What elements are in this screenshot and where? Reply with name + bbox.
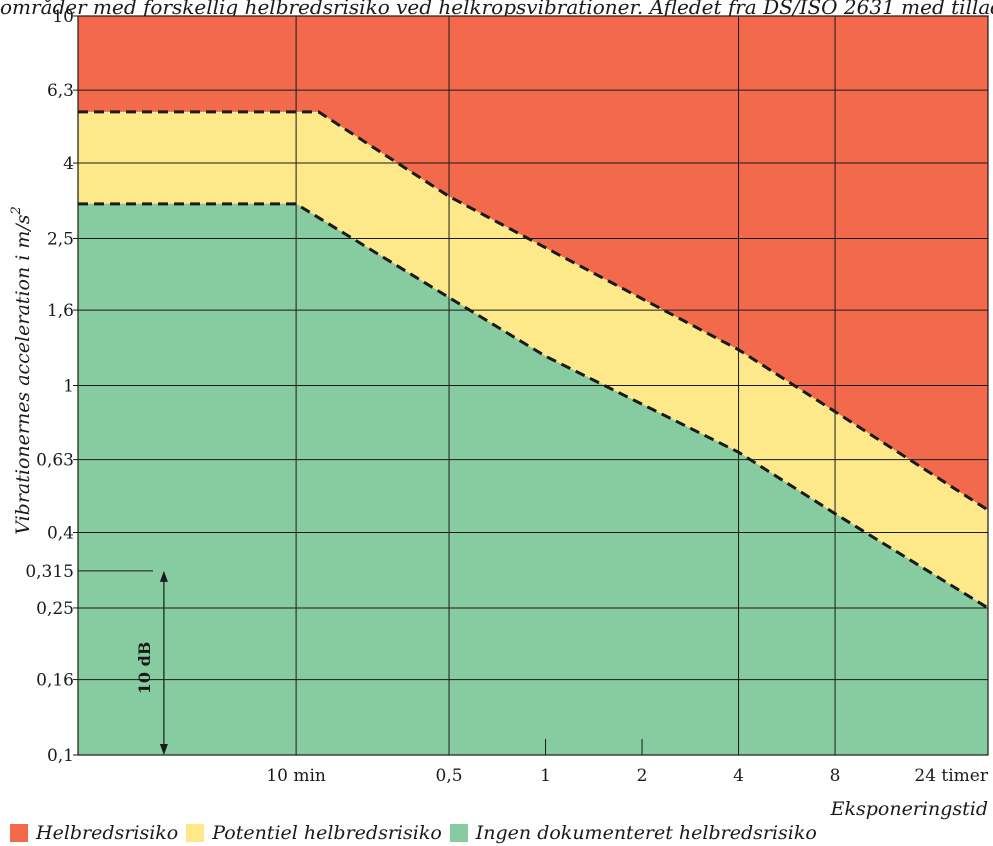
legend-item: Ingen dokumenteret helbredsrisiko <box>449 822 817 844</box>
y-tick-label: 1 <box>63 377 74 397</box>
legend-swatch <box>449 824 468 842</box>
boundary-line-lower <box>78 202 989 610</box>
x-tick-label: 4 <box>733 766 744 786</box>
legend: Helbredsrisiko Potentiel helbredsrisiko In… <box>10 821 825 845</box>
y-tick-label: 2,5 <box>47 229 74 249</box>
legend-swatch <box>10 824 28 842</box>
y-tick-label: 0,1 <box>47 746 74 766</box>
vibration-risk-chart: 0,1 0,16 0,25 0,315 0,4 0,63 1 1,6 2,5 4 6,3 10 10 … <box>9 7 989 820</box>
annotation-label: 10 dB <box>135 642 154 695</box>
legend-label: Helbredsrisiko <box>36 822 179 844</box>
y-axis-label: Vibrationernes acceleration i m/s2 <box>9 206 34 535</box>
x-tick-label: 24 timer <box>914 766 988 786</box>
y-tick-label: 6,3 <box>47 81 74 101</box>
y-tick-label: 1,6 <box>47 301 74 321</box>
y-tick-label: 4 <box>63 154 74 174</box>
y-tick-label: 0,25 <box>36 599 74 619</box>
y-tick-label: 0,16 <box>36 671 74 691</box>
annotation-arrowhead-down <box>159 744 168 755</box>
legend-label: Ingen dokumenteret helbredsrisiko <box>475 822 817 844</box>
legend-swatch <box>186 824 205 842</box>
annotation-arrowhead-up <box>159 570 168 582</box>
legend-item: Potentiel helbredsrisiko <box>186 822 442 844</box>
y-tick-label: 0,63 <box>36 451 74 471</box>
x-tick-label: 1 <box>540 766 551 786</box>
y-tick-label: 0,315 <box>25 562 74 582</box>
x-tick-label: 2 <box>637 766 648 786</box>
legend-label: Potentiel helbredsrisiko <box>212 822 442 844</box>
region-ingen-dokumenteret-helbredsrisiko <box>78 203 988 755</box>
y-axis-label-text: Vibrationernes acceleration i m/s <box>12 214 34 535</box>
chart-title: områder med forskellig helbredsrisiko ve… <box>0 0 993 19</box>
x-tick-label: 0,5 <box>436 766 463 786</box>
y-tick-label: 10 <box>52 7 74 27</box>
x-tick-label: 8 <box>830 766 841 786</box>
x-tick-label: 10 min <box>266 766 326 786</box>
y-tick-label: 0,4 <box>47 524 74 544</box>
boundary-line-upper <box>78 110 989 512</box>
x-axis-label: Eksponeringstid <box>830 798 988 820</box>
y-axis-label-superscript: 2 <box>9 206 24 215</box>
legend-item: Helbredsrisiko <box>10 822 178 844</box>
region-potentiel-helbredsrisiko <box>78 111 988 609</box>
